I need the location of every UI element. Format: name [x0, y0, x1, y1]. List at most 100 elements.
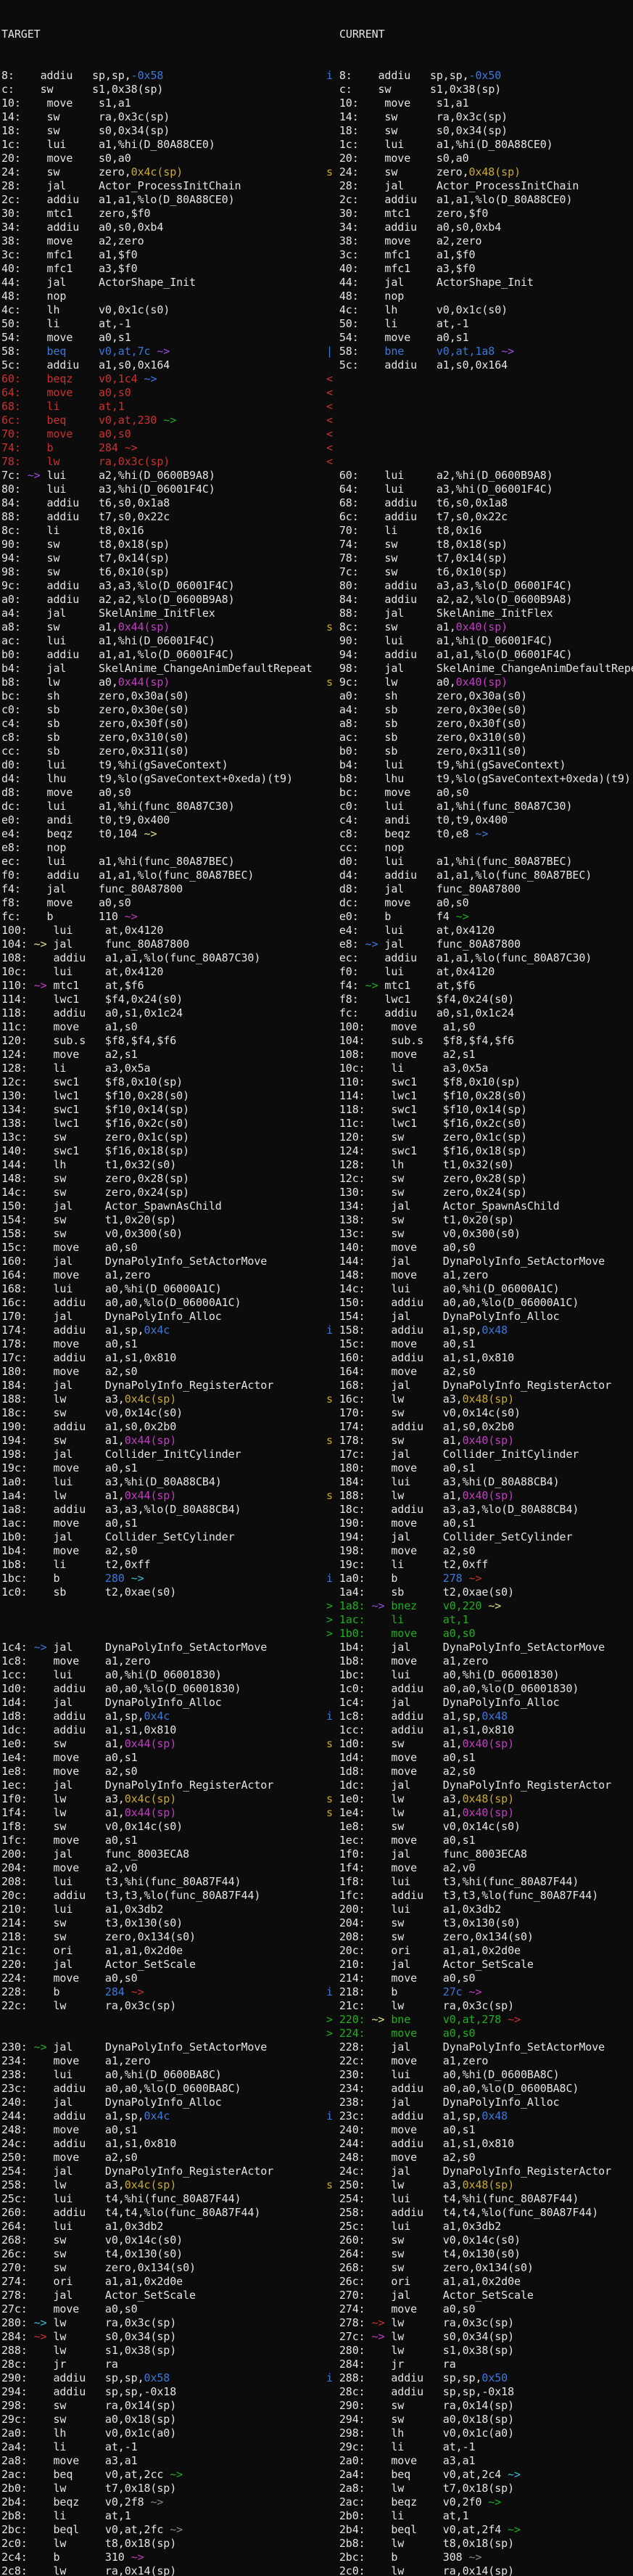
diff-marker [326, 276, 333, 289]
diff-marker [326, 869, 333, 882]
asm-line-current: 3c: mfc1 a1,$f0 [326, 248, 633, 262]
diff-marker [326, 138, 333, 151]
asm-line-target: 60: beqz v0,1c4 ~> [1, 372, 157, 385]
diff-marker [326, 745, 333, 758]
diff-marker: s [326, 1792, 333, 1805]
asm-line-current: 27c: ~> lw s0,0x34(sp) [326, 2330, 633, 2344]
diff-marker [326, 841, 333, 854]
asm-line-current: 130: sw zero,0x24(sp) [326, 1186, 633, 1199]
asm-line-current: 258: addiu t4,t4,%lo(func_80A87F44) [326, 2206, 633, 2220]
asm-line-current: s 16c: lw a3,0x48(sp) [326, 1392, 515, 1406]
asm-line-target: 1e0: sw a1,0x44(sp) [1, 1737, 177, 1750]
asm-line-target: 1f4: lw a1,0x44(sp) [1, 1806, 177, 1819]
diff-marker [326, 579, 333, 592]
asm-line-current: 1b4: jal DynaPolyInfo_SetActorMove [326, 1641, 633, 1654]
asm-line-target: 58: beq v0,at,7c ~> [1, 345, 170, 358]
diff-marker [326, 2537, 333, 2550]
diff-marker: i [326, 2109, 333, 2122]
diff-marker [326, 662, 333, 675]
diff-marker: | [326, 345, 333, 358]
asm-line-current: 70: li t8,0x16 [326, 524, 633, 538]
asm-line-target: ac: lui a1,%hi(D_06001F4C) [1, 634, 215, 647]
asm-line-current: s 188: lw a1,0x40(sp) [326, 1489, 515, 1502]
asm-line-current: > 220: ~> bne v0,at,278 ~> [326, 2013, 521, 2026]
asm-line-target: 16c: addiu a0,a0,%lo(D_06000A1C) [1, 1296, 241, 1309]
diff-marker: > [326, 1627, 333, 1640]
diff-marker [326, 1654, 333, 1668]
asm-line-target: 19c: move a0,s1 [1, 1461, 138, 1474]
asm-line-target: 2bc: beql v0,at,2fc ~> [1, 2523, 183, 2536]
asm-line-target: 40: mfc1 a3,$f0 [1, 262, 138, 275]
asm-line-target: 154: sw t1,0x20(sp) [1, 1213, 177, 1226]
asm-line-current: 26c: ori a1,a1,0x2d0e [326, 2275, 633, 2289]
asm-line-current: 20c: ori a1,a1,0x2d0e [326, 1944, 633, 1958]
diff-marker [326, 1875, 333, 1888]
asm-line-target: 200: jal func_8003ECA8 [1, 1847, 190, 1861]
asm-line-target: f0: addiu a1,a1,%lo(func_80A87BEC) [1, 869, 255, 882]
asm-line-target: 280: ~> lw ra,0x3c(sp) [1, 2316, 177, 2329]
asm-line-current: e8: ~> jal func_80A87800 [326, 938, 633, 951]
asm-line-target [1, 1613, 325, 1627]
diff-marker [326, 965, 333, 978]
asm-line-current: b0: sb zero,0x311(s0) [326, 745, 633, 758]
asm-line-target: 1c0: sb t2,0xae(s0) [1, 1586, 177, 1599]
diff-marker [326, 910, 333, 923]
asm-line-target: e8: nop [1, 841, 99, 854]
asm-line-target: 21c: ori a1,a1,0x2d0e [1, 1944, 183, 1957]
asm-line-target: 2b4: beqz v0,2f8 ~> [1, 2495, 164, 2509]
asm-line-current: 198: move a2,s0 [326, 1544, 633, 1558]
diff-marker [326, 2192, 333, 2205]
diff-marker [326, 1861, 333, 1874]
diff-marker [326, 1337, 333, 1350]
asm-line-current: 1dc: jal DynaPolyInfo_RegisterActor [326, 1779, 633, 1792]
asm-line-target: d8: move a0,s0 [1, 786, 131, 799]
asm-line-current: 234: addiu a0,a0,%lo(D_0600BA8C) [326, 2082, 633, 2096]
diff-marker [326, 2206, 333, 2219]
target-header: TARGET [1, 28, 41, 41]
asm-line-current: s 1e0: lw a3,0x48(sp) [326, 1792, 515, 1805]
asm-line-target: 17c: addiu a1,s1,0x810 [1, 1351, 177, 1364]
diff-marker [326, 1544, 333, 1557]
diff-marker [326, 1255, 333, 1268]
asm-line-current: c8: beqz t0,e8 ~> [326, 827, 633, 841]
diff-marker [326, 2096, 333, 2109]
asm-line-target: 134: swc1 $f10,0x14(sp) [1, 1103, 190, 1116]
asm-line-target: 98: sw t6,0x10(sp) [1, 565, 170, 578]
asm-line-target: 4c: lh v0,0x1c(s0) [1, 303, 170, 316]
diff-marker: s [326, 2178, 333, 2191]
asm-line-target: 234: move a1,zero [1, 2054, 151, 2067]
asm-line-target: 1d0: addiu a0,a0,%lo(D_06001830) [1, 1682, 241, 1695]
asm-line-current: 2b4: beql v0,at,2f4 ~> [326, 2523, 633, 2537]
asm-line-current: 254: lui t4,%hi(func_80A87F44) [326, 2192, 633, 2206]
asm-line-current: 90: lui a1,%hi(D_06001F4C) [326, 634, 633, 648]
asm-line-current: i 23c: addiu a1,sp,0x48 [326, 2109, 508, 2122]
diff-marker [326, 1227, 333, 1240]
diff-marker: s [326, 676, 333, 689]
asm-line-current: s 9c: lw a0,0x40(sp) [326, 676, 508, 689]
asm-line-target: 6c: beq v0,at,230 ~> [1, 414, 177, 427]
diff-marker [326, 2564, 333, 2576]
asm-line-target: 20: move s0,a0 [1, 152, 131, 165]
asm-line-target: 90: sw t8,0x18(sp) [1, 538, 170, 551]
asm-line-current: 260: sw v0,0x14c(s0) [326, 2234, 633, 2247]
asm-line-target: 108: addiu a1,a1,%lo(func_80A87C30) [1, 951, 261, 964]
diff-marker: i [326, 2371, 333, 2384]
asm-line-target: bc: sh zero,0x30a(s0) [1, 689, 190, 702]
asm-line-target: c: sw s1,0x38(sp) [1, 83, 164, 96]
asm-line-target: 23c: addiu a0,a0,%lo(D_0600BA8C) [1, 2082, 241, 2095]
asm-line-current: 180: move a0,s1 [326, 1461, 633, 1475]
diff-marker [326, 758, 333, 771]
diff-marker [326, 331, 333, 344]
asm-line-target: 13c: sw zero,0x1c(sp) [1, 1131, 190, 1144]
diff-marker [326, 1131, 333, 1144]
asm-line-target: 1ec: jal DynaPolyInfo_RegisterActor [1, 1779, 274, 1792]
asm-line-target: 10c: lui at,0x4120 [1, 965, 164, 978]
diff-marker [326, 83, 333, 96]
asm-line-target: c8: sb zero,0x310(s0) [1, 731, 190, 744]
asm-line-current: 200: lui a1,0x3db2 [326, 1903, 633, 1916]
asm-line-target: 198: jal Collider_InitCylinder [1, 1448, 241, 1461]
asm-line-target: 184: jal DynaPolyInfo_RegisterActor [1, 1379, 274, 1392]
asm-line-target: c4: sb zero,0x30f(s0) [1, 717, 190, 730]
diff-marker [326, 538, 333, 551]
asm-line-current: d0: lui a1,%hi(func_80A87BEC) [326, 855, 633, 869]
